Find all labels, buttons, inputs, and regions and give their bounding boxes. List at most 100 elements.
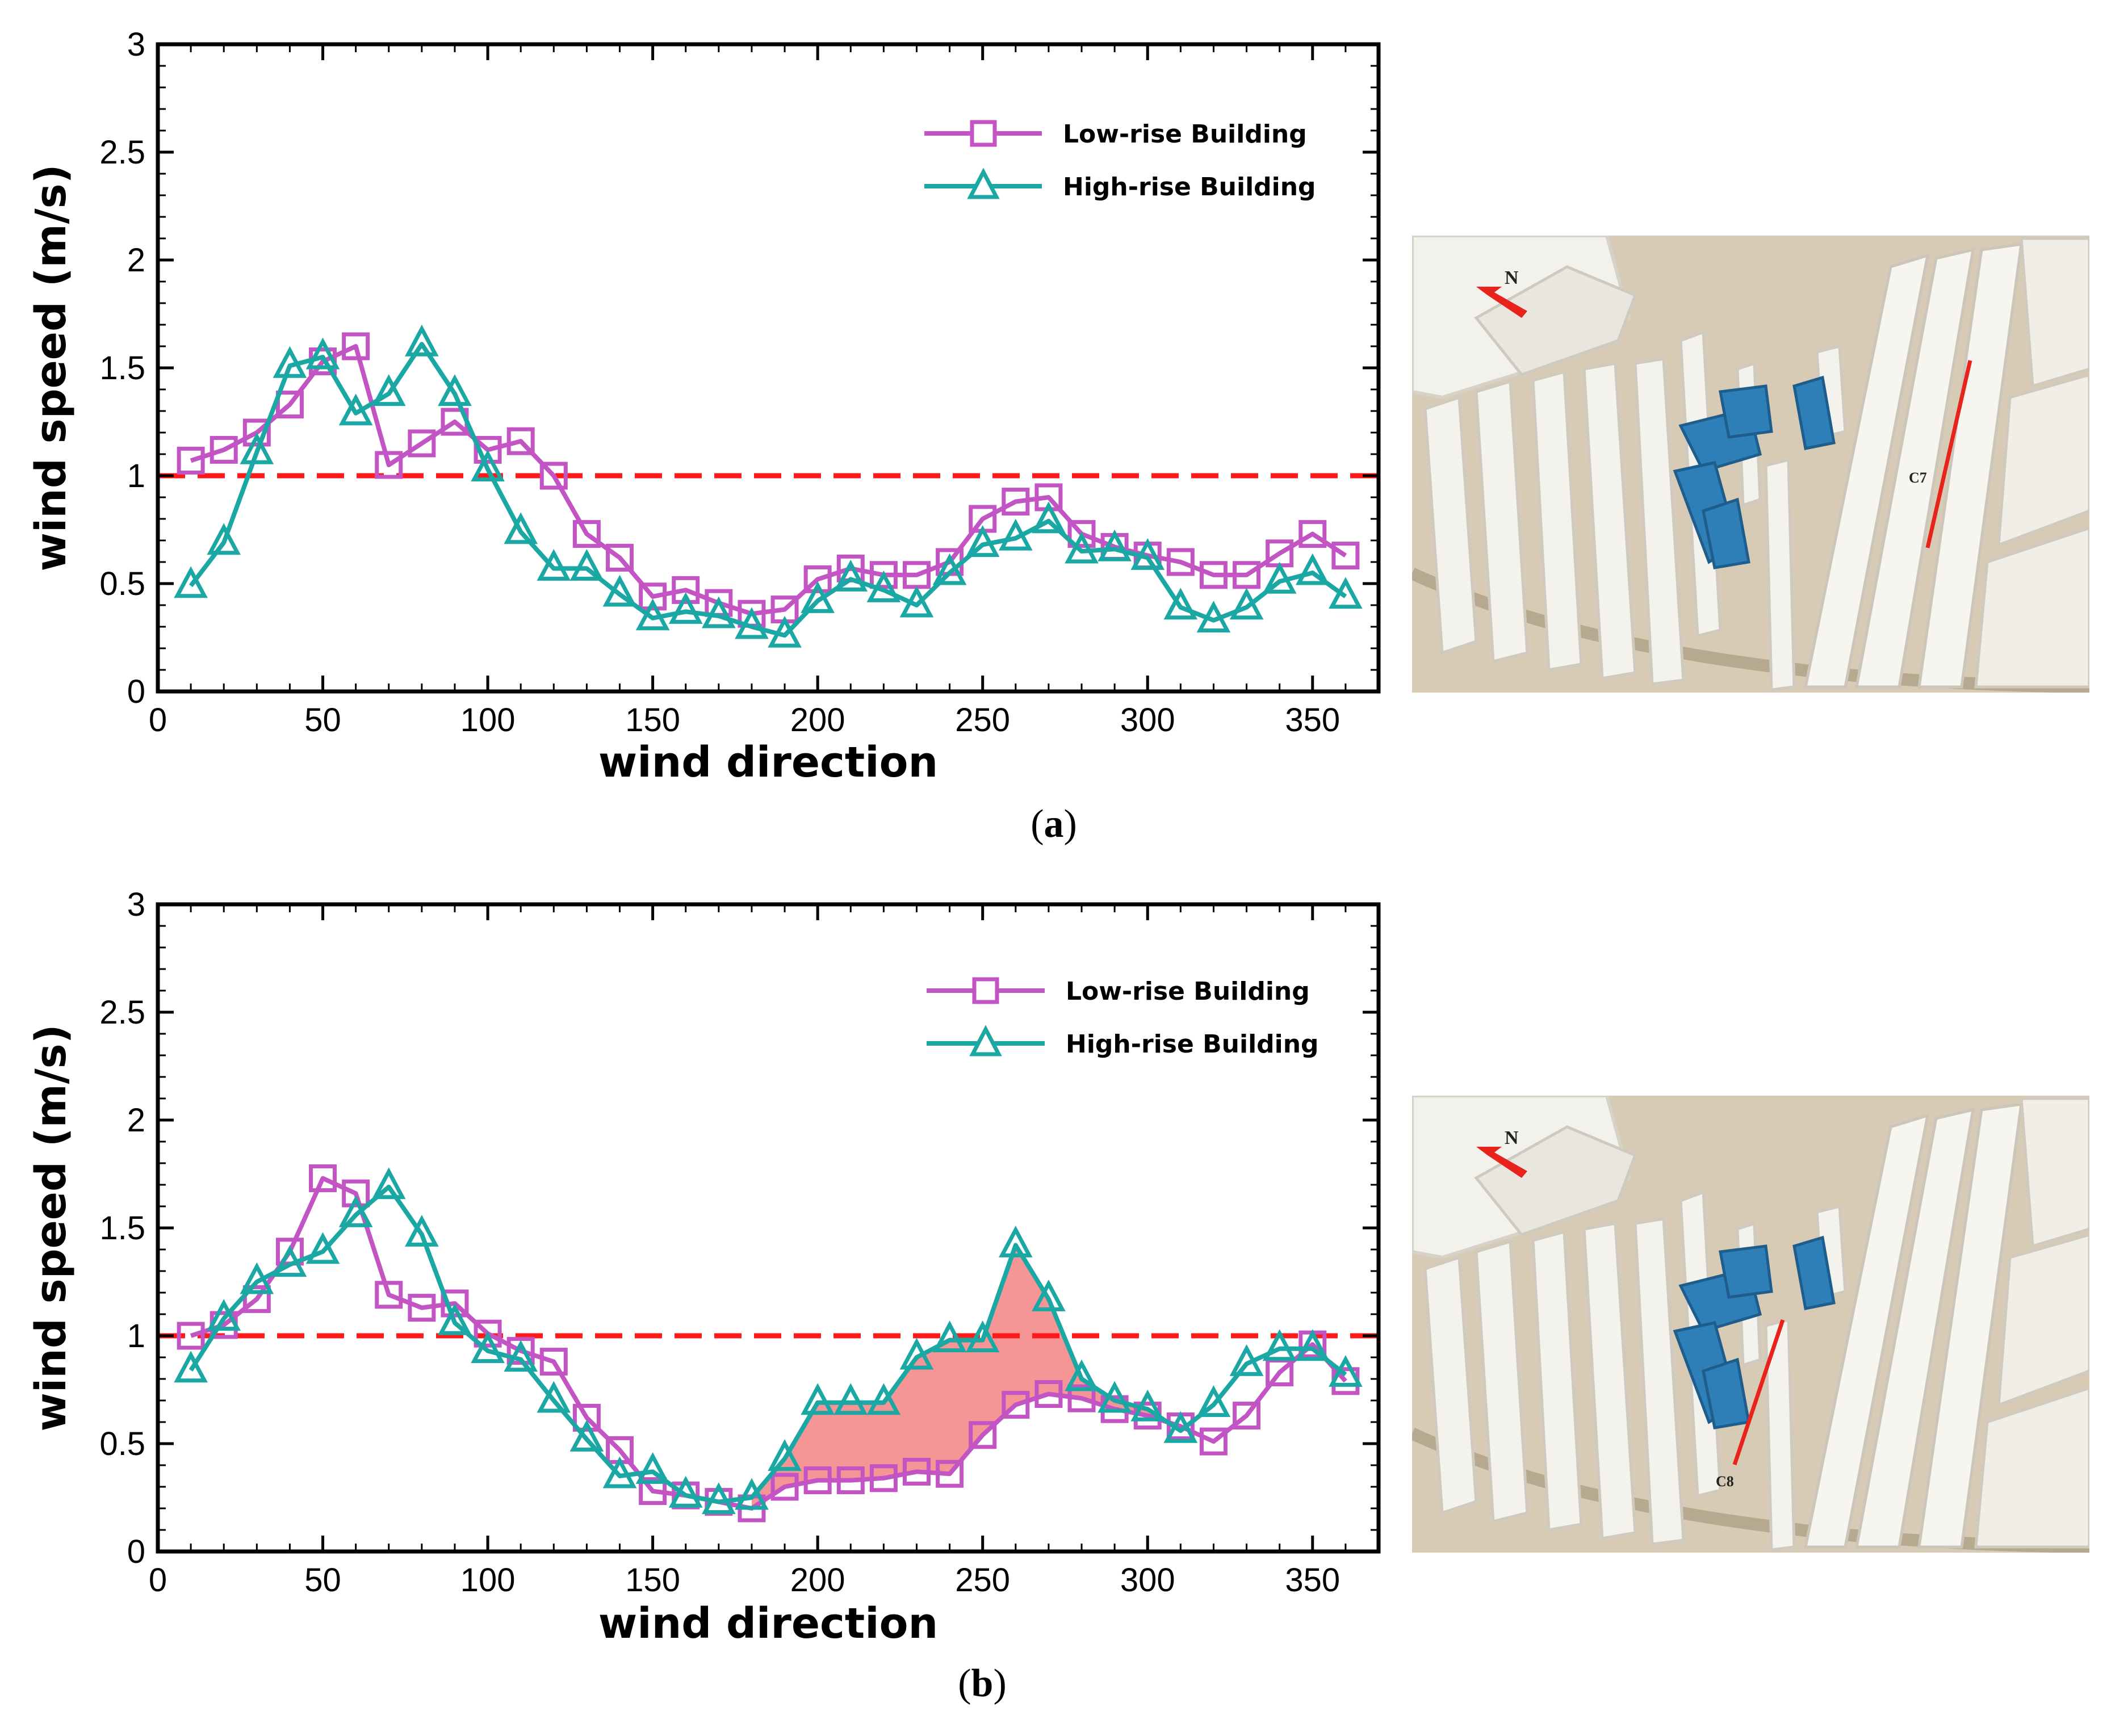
building-block-nw2-b — [1474, 1125, 1637, 1236]
legend-a: Low-rise Building High-rise Building — [924, 120, 1316, 202]
legend-item-high-rise-b: High-rise Building — [927, 1025, 1319, 1059]
data-point-square — [869, 561, 898, 589]
x-tick-label: 0 — [149, 702, 167, 739]
data-point-triangle — [273, 346, 307, 378]
legend-label-high-rise-b: High-rise Building — [1066, 1030, 1319, 1059]
chart-panel-a: 0 50 100 150 200 250 300 350 0 0.5 1 1.5 2 2.5 3 wind… — [27, 26, 2089, 846]
data-point-square — [474, 435, 502, 464]
x-tick-label: 50 — [304, 702, 341, 739]
data-point-square — [177, 446, 205, 475]
data-point-triangle — [504, 512, 538, 544]
data-point-square — [1034, 1380, 1063, 1408]
legend-marker-triangle-b — [969, 1025, 1002, 1056]
data-point-square — [672, 576, 700, 604]
series-line — [189, 342, 1347, 638]
plot-area-b: 0 50 100 150 200 250 300 350 0 0.5 1 1.5 2 2.5 3 — [99, 886, 1381, 1599]
data-point-triangle — [1295, 553, 1330, 585]
x-tick-label: 300 — [1120, 702, 1175, 739]
data-point-triangle — [537, 1381, 571, 1413]
data-point-triangle — [207, 1299, 241, 1331]
data-point-triangle — [735, 607, 769, 639]
data-point-triangle — [1032, 1279, 1066, 1311]
point-label-a: C7 — [1909, 469, 1927, 486]
data-point-triangle — [405, 324, 439, 357]
data-point-square — [408, 429, 436, 458]
data-point-triangle — [1229, 588, 1264, 620]
data-point-triangle — [1098, 1381, 1132, 1413]
data-point-square — [242, 1285, 271, 1313]
caption-b: (b) — [958, 1662, 1007, 1705]
y-tick-label: 1 — [127, 458, 145, 494]
data-point-triangle — [899, 1337, 934, 1370]
difference-shading — [751, 1245, 1181, 1508]
data-point-square — [770, 1473, 799, 1501]
data-point-triangle — [965, 525, 1000, 557]
data-point-triangle — [1262, 1329, 1297, 1361]
data-point-triangle — [1130, 1389, 1165, 1421]
x-tick-label: 100 — [460, 702, 516, 739]
data-point-triangle — [932, 553, 967, 585]
legend-b: Low-rise Building High-rise Building — [927, 977, 1319, 1059]
y-tick-label: 0.5 — [99, 1425, 145, 1462]
data-point-triangle — [1065, 1359, 1099, 1391]
legend-item-high-rise-a: High-rise Building — [924, 167, 1316, 202]
data-point-triangle — [602, 575, 637, 607]
data-point-triangle — [240, 1262, 274, 1294]
x-tick-label: 200 — [790, 1562, 845, 1599]
data-point-triangle — [635, 1452, 670, 1484]
data-point-square — [1298, 520, 1327, 548]
data-point-triangle — [1329, 1355, 1363, 1387]
data-point-triangle — [1130, 538, 1165, 570]
data-point-triangle — [702, 1482, 736, 1515]
model-photo-b: C8 N — [1412, 1096, 2089, 1553]
data-point-triangle — [899, 585, 934, 618]
data-point-triangle — [1032, 501, 1066, 534]
data-point-triangle — [801, 1383, 835, 1415]
data-point-square — [506, 427, 535, 455]
north-label-b: N — [1505, 1127, 1519, 1148]
series-group-b — [174, 1164, 1363, 1523]
building-rows-left-a — [1423, 357, 1685, 686]
x-tick-label: 200 — [790, 702, 845, 739]
data-point-square — [1002, 1391, 1030, 1419]
x-tick-label: 300 — [1120, 1562, 1175, 1599]
data-point-triangle — [305, 1232, 340, 1264]
y-tick-label: 2 — [127, 1102, 145, 1139]
y-axis-label-b: wind speed (m/s) — [27, 1024, 76, 1431]
data-point-square — [639, 582, 667, 611]
data-point-triangle — [240, 432, 274, 464]
x-axis-ticks-b: 0 50 100 150 200 250 300 350 — [149, 904, 1347, 1599]
series-high-rise — [174, 324, 1363, 648]
building-blocks-east-a — [1974, 237, 2089, 689]
data-point-square — [210, 435, 238, 464]
y-tick-label: 2.5 — [99, 134, 145, 171]
series-high-rise — [174, 1167, 1363, 1515]
legend-marker-triangle-a — [967, 167, 1000, 199]
data-point-square — [1166, 548, 1195, 576]
data-point-square — [572, 1403, 601, 1432]
data-point-triangle — [668, 592, 703, 624]
y-axis-label-a: wind speed (m/s) — [27, 164, 76, 571]
data-point-square — [1199, 1427, 1228, 1456]
data-point-square — [836, 1466, 865, 1495]
series-line — [189, 1184, 1347, 1504]
data-point-triangle — [735, 1478, 769, 1510]
y-axis-ticks-b: 0 0.5 1 1.5 2 2.5 3 — [99, 886, 1379, 1570]
data-point-triangle — [338, 1195, 373, 1227]
data-point-square — [474, 1319, 502, 1348]
measurement-line-a — [1925, 360, 1972, 548]
y-tick-label: 1.5 — [99, 350, 145, 387]
data-point-triangle — [438, 1303, 472, 1335]
y-axis-ticks-a: 0 0.5 1 1.5 2 2.5 3 — [99, 26, 1379, 710]
x-tick-label: 150 — [625, 1562, 680, 1599]
building-slabs-diagonal-b — [1803, 1102, 2023, 1549]
data-point-square — [408, 1294, 436, 1322]
x-axis-label-b: wind direction — [598, 1599, 938, 1648]
data-point-square — [1233, 1402, 1261, 1430]
data-point-triangle — [668, 1475, 703, 1508]
data-point-square — [275, 391, 304, 419]
data-point-square — [441, 1289, 469, 1318]
model-photo-a: C7 N — [1412, 236, 2089, 693]
data-point-square — [1199, 561, 1228, 589]
